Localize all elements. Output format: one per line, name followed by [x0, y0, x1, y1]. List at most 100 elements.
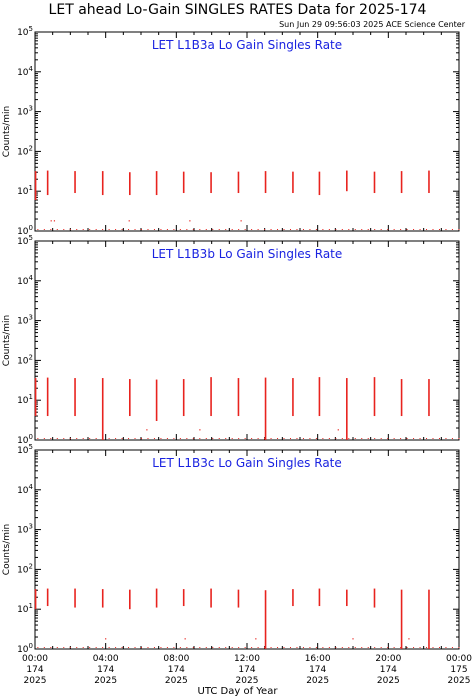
- baseline-point: [451, 438, 453, 439]
- baseline-point: [37, 647, 39, 648]
- baseline-point: [166, 647, 168, 648]
- baseline-point: [147, 647, 149, 648]
- y-tick-label: 102: [17, 144, 33, 157]
- y-tick-label: 101: [17, 184, 33, 197]
- baseline-point: [438, 229, 440, 230]
- baseline-point: [134, 229, 136, 230]
- baseline-point: [82, 647, 84, 648]
- baseline-point: [50, 647, 52, 648]
- y-tick-label: 102: [17, 353, 33, 366]
- page-title: LET ahead Lo-Gain SINGLES RATES Data for…: [48, 2, 427, 18]
- baseline-point: [225, 647, 227, 648]
- baseline-point: [413, 229, 415, 230]
- baseline-point: [335, 647, 337, 648]
- baseline-point: [387, 229, 389, 230]
- baseline-point: [160, 229, 162, 230]
- x-tick-label: 2025: [94, 676, 117, 686]
- baseline-point: [225, 229, 227, 230]
- baseline-point: [76, 647, 78, 648]
- baseline-point: [361, 647, 363, 648]
- baseline-point: [192, 229, 194, 230]
- baseline-point: [153, 438, 155, 439]
- baseline-point: [426, 229, 428, 230]
- baseline-point: [63, 647, 65, 648]
- baseline-point: [406, 229, 408, 230]
- baseline-point: [186, 647, 188, 648]
- baseline-point: [69, 647, 71, 648]
- baseline-point: [173, 229, 175, 230]
- baseline-point: [387, 438, 389, 439]
- baseline-point: [432, 229, 434, 230]
- panel-title: LET L1B3c Lo Gain Singles Rate: [152, 456, 342, 470]
- data-point: [240, 220, 242, 222]
- baseline-point: [400, 229, 402, 230]
- baseline-point: [115, 438, 117, 439]
- x-tick-label: 2025: [236, 676, 259, 686]
- baseline-point: [218, 438, 220, 439]
- baseline-point: [309, 647, 311, 648]
- y-tick-label: 102: [17, 562, 33, 575]
- baseline-point: [335, 438, 337, 439]
- baseline-point: [56, 229, 58, 230]
- baseline-point: [231, 229, 233, 230]
- baseline-point: [393, 229, 395, 230]
- baseline-point: [95, 647, 97, 648]
- baseline-point: [361, 438, 363, 439]
- baseline-point: [315, 229, 317, 230]
- baseline-point: [374, 647, 376, 648]
- data-point: [189, 220, 191, 222]
- data-point: [352, 638, 354, 640]
- baseline-point: [413, 647, 415, 648]
- baseline-point: [50, 229, 52, 230]
- x-tick-label: 175: [450, 665, 467, 675]
- baseline-point: [406, 647, 408, 648]
- baseline-point: [419, 647, 421, 648]
- baseline-point: [270, 229, 272, 230]
- baseline-point: [147, 438, 149, 439]
- x-tick-label: 174: [97, 665, 114, 675]
- baseline-point: [264, 438, 266, 439]
- x-tick-label: 2025: [377, 676, 400, 686]
- baseline-point: [309, 438, 311, 439]
- baseline-point: [315, 438, 317, 439]
- data-point: [199, 429, 201, 431]
- baseline-point: [56, 647, 58, 648]
- baseline-point: [238, 438, 240, 439]
- baseline-point: [231, 438, 233, 439]
- baseline-point: [302, 229, 304, 230]
- baseline-point: [179, 438, 181, 439]
- baseline-point: [121, 647, 123, 648]
- y-tick-label: 105: [17, 443, 33, 456]
- baseline-point: [115, 647, 117, 648]
- baseline-point: [277, 647, 279, 648]
- baseline-point: [387, 647, 389, 648]
- baseline-point: [426, 438, 428, 439]
- baseline-point: [322, 229, 324, 230]
- baseline-point: [141, 229, 142, 230]
- baseline-point: [354, 647, 356, 648]
- baseline-point: [238, 229, 240, 230]
- baseline-point: [367, 647, 369, 648]
- baseline-point: [89, 438, 91, 439]
- data-point: [337, 429, 339, 431]
- baseline-point: [141, 438, 142, 439]
- data-point: [408, 638, 410, 640]
- baseline-point: [438, 438, 440, 439]
- baseline-point: [212, 229, 214, 230]
- baseline-point: [95, 229, 97, 230]
- baseline-point: [380, 438, 382, 439]
- x-tick-label: 2025: [306, 676, 329, 686]
- baseline-point: [451, 647, 453, 648]
- timestamp-label: Sun Jun 29 09:56:03 2025 ACE Science Cen…: [279, 20, 465, 29]
- baseline-point: [367, 229, 369, 230]
- baseline-point: [153, 229, 155, 230]
- baseline-point: [218, 647, 220, 648]
- baseline-point: [432, 647, 434, 648]
- baseline-point: [121, 438, 123, 439]
- baseline-point: [413, 438, 415, 439]
- baseline-point: [166, 229, 168, 230]
- baseline-point: [445, 647, 447, 648]
- baseline-point: [361, 229, 363, 230]
- baseline-point: [438, 647, 440, 648]
